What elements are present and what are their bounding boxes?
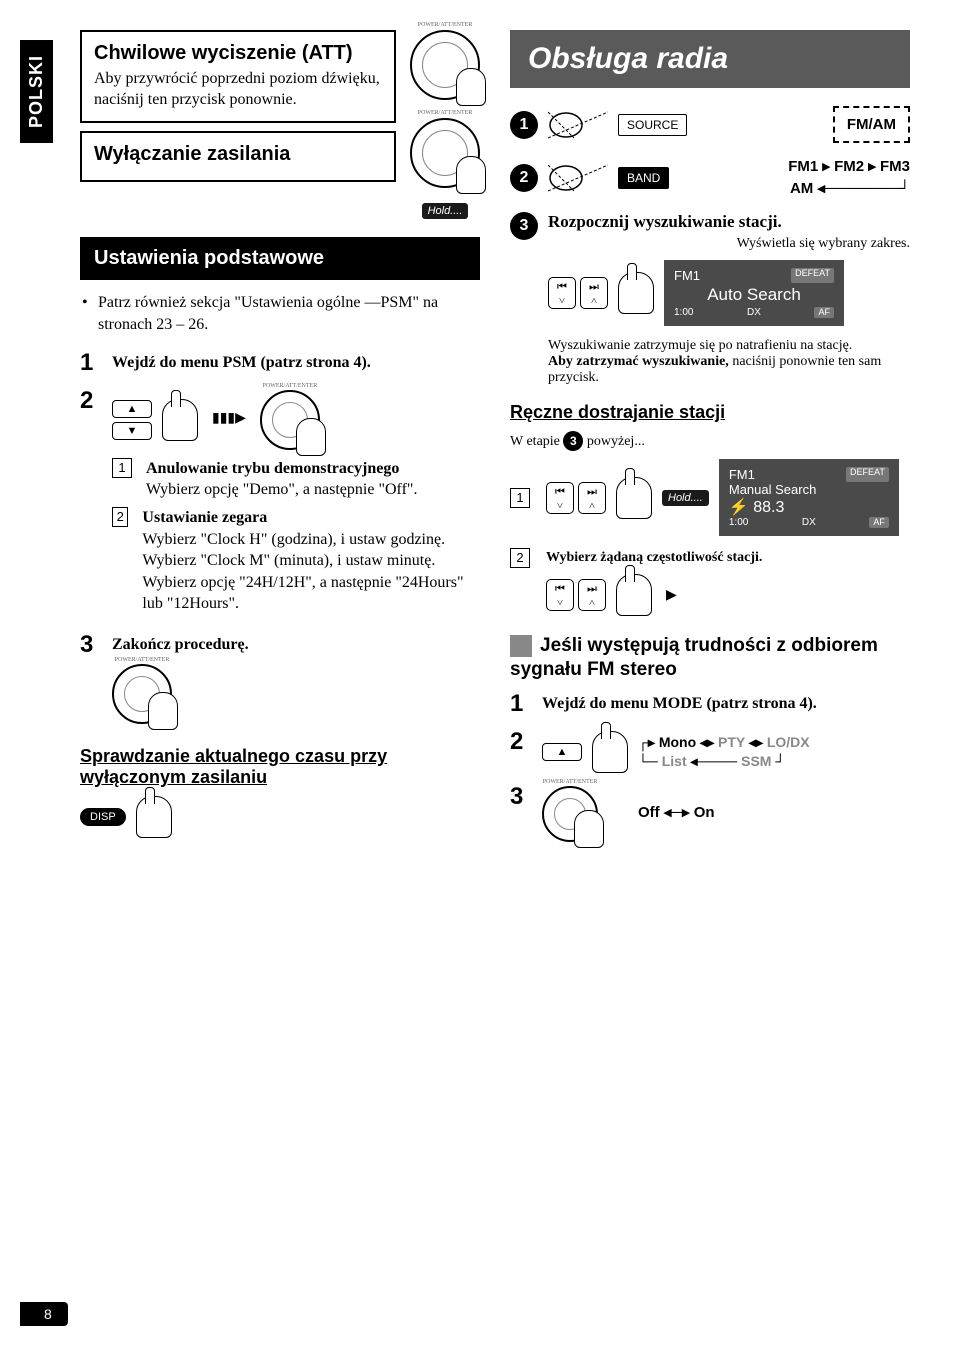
att-body: Aby przywrócić poprzedni poziom dźwięku,… [94,69,382,111]
finish-knob-icon: POWER/ATT/ENTER [112,664,172,724]
left-column: Chwilowe wyciszenie (ATT) Aby przywrócić… [80,30,480,852]
fmam-label: FM/AM [833,106,910,143]
page-number: 8 [20,1302,68,1326]
t-step-3: 3 [510,783,532,811]
mode-sequence: ┌▸ Mono ◂▸ PTY ◂▸ LO/DX └─ List ◂──── SS… [638,733,810,771]
band-button-label: BAND [618,167,669,189]
stop-search-bold: Aby zatrzymać wyszukiwanie, [548,354,729,369]
basic-settings-heading: Ustawienia podstawowe [80,237,480,280]
button-shape-icon [548,110,608,140]
move-arrows-icon: ▶ [666,587,677,604]
circled-3: 3 [510,212,538,240]
off-on-toggle: Off ◂─▸ On [638,803,715,823]
poweroff-box: Wyłączanie zasilania [80,131,396,182]
manual-substep-2: 2 [510,548,530,568]
hand-icon [618,272,654,314]
clock-m: Wybierz "Clock M" (minuta), i ustaw minu… [142,550,480,572]
hand-icon [162,399,198,441]
radio-title: Obsługa radia [510,30,910,88]
step-number-3: 3 [80,631,102,659]
clock-24h: Wybierz opcję "24H/12H", a następnie "24… [142,572,480,615]
hold-badge: Hold.... [662,490,709,506]
seek-buttons-icon: ⏮˅⏭˄ [546,579,606,611]
fm-trouble-heading: Jeśli występują trudności z odbiorem syg… [510,634,910,682]
power-knob-icon: POWER/ATT/ENTER [410,30,480,100]
substep-2: 2 [112,507,128,527]
att-title: Chwilowe wyciszenie (ATT) [94,42,382,65]
step-number-2: 2 [80,387,102,415]
clock-h: Wybierz "Clock H" (godzina), i ustaw god… [142,529,480,551]
demo-off-heading: Anulowanie trybu demonstracyjnego [146,458,417,480]
check-clock-heading: Sprawdzanie aktualnego czasu przy wyłącz… [80,746,480,788]
see-also-text: Patrz również sekcja "Ustawienia ogólne … [80,292,480,337]
language-tab: POLSKI [20,40,53,143]
hold-badge: Hold.... [422,203,469,219]
seek-buttons-icon: ⏮˅⏭˄ [548,277,608,309]
step1-text: Wejdź do menu PSM (patrz strona 4). [112,354,371,371]
source-button-label: SOURCE [618,114,687,136]
demo-off-body: Wybierz opcję "Demo", a następnie "Off". [146,479,417,501]
square-bullet-icon [510,635,532,657]
circled-1: 1 [510,111,538,139]
substep-1: 1 [112,458,132,478]
up-down-buttons-icon: ▲▼ [112,400,152,440]
att-box: Chwilowe wyciszenie (ATT) Aby przywrócić… [80,30,396,123]
hand-icon [592,731,628,773]
seek-buttons-icon: ⏮˅⏭˄ [546,482,606,514]
circled-2: 2 [510,164,538,192]
move-arrows-icon: ▮▮▮▶ [212,410,246,429]
enter-knob-icon: POWER/ATT/ENTER [260,390,320,450]
t-step1-text: Wejdź do menu MODE (patrz strona 4). [542,695,817,712]
step3-text: Zakończ procedurę. [112,636,249,653]
hand-icon [616,477,652,519]
display-auto-search: FM1DEFEAT Auto Search 1:00DXAF [664,260,844,326]
clock-heading: Ustawianie zegara [142,507,480,529]
disp-button-label: DISP [80,808,126,826]
manual-s2-text: Wybierz żądaną częstotliwość stacji. [546,550,762,565]
right-column: Obsługa radia 1 SOURCE FM/AM 2 BAND [510,30,910,852]
start-search-heading: Rozpocznij wyszukiwanie stacji. [548,212,782,231]
enter-knob-icon: POWER/ATT/ENTER [542,786,598,842]
power-knob-hold-icon: POWER/ATT/ENTER [410,118,480,188]
t-step-1: 1 [510,690,532,718]
manual-tuning-heading: Ręczne dostrajanie stacji [510,402,910,423]
hand-press-icon [136,796,172,838]
step-number-1: 1 [80,349,102,377]
up-down-buttons-icon: ▲ [542,743,582,761]
manual-substep-1: 1 [510,488,530,508]
search-stops-text: Wyszukiwanie zatrzymuje się po natrafien… [548,338,910,354]
poweroff-title: Wyłączanie zasilania [94,143,382,166]
manual-intro: W etapie 3 powyżej... [510,431,910,451]
hand-icon [616,574,652,616]
shown-range-text: Wyświetla się wybrany zakres. [548,236,910,252]
button-shape-icon [548,163,608,193]
t-step-2: 2 [510,728,532,756]
display-manual-search: FM1DEFEAT Manual Search ⚡ 88.3 1:00DXAF [719,459,899,536]
band-sequence: FM1 ▸ FM2 ▸ FM3 AM ◂───────┘ [788,158,910,197]
